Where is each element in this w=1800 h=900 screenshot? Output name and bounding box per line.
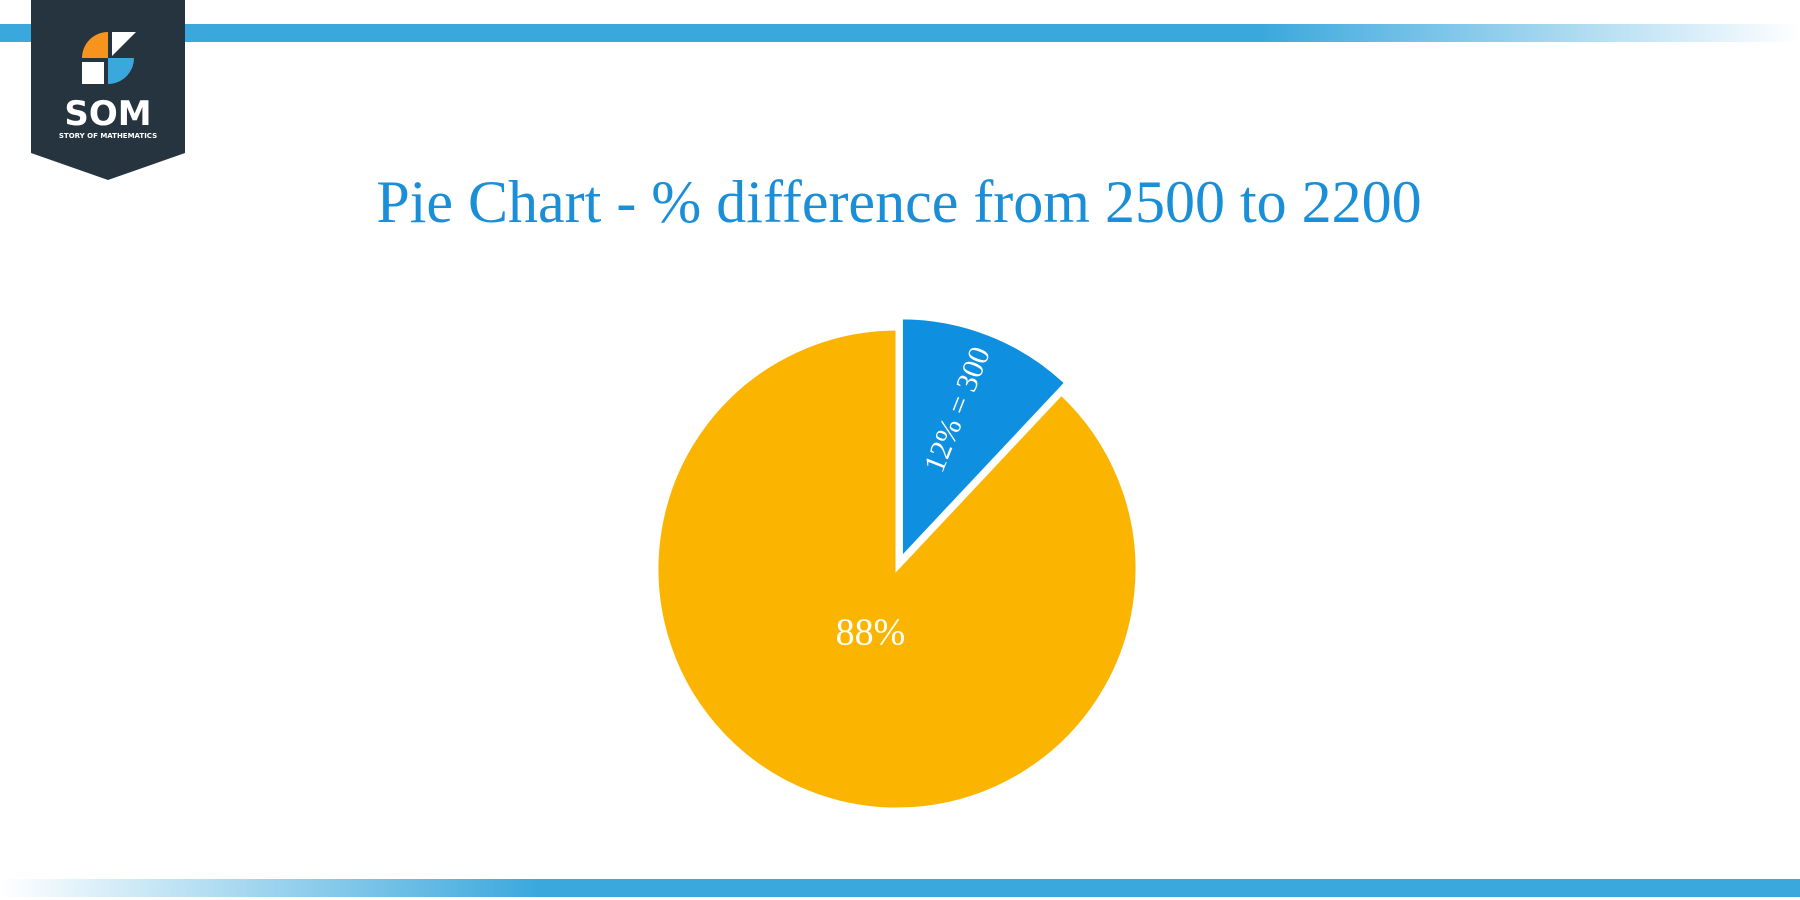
logo-icon [108,58,134,84]
logo-icon [82,62,104,84]
pie-slice [655,327,1139,811]
data-label: 88% [836,612,906,654]
chart-title: Pie Chart - % difference from 2500 to 22… [376,169,1421,235]
logo-text: SOM [64,94,151,134]
logo-badge [31,0,185,180]
logo: SOM STORY OF MATHEMATICS [31,0,185,180]
top-bar [0,24,1800,42]
pie-slice [899,316,1068,562]
logo-subtitle: STORY OF MATHEMATICS [59,132,157,140]
bottom-bar [0,879,1800,897]
logo-icon [82,32,108,58]
logo-icon [112,32,136,56]
